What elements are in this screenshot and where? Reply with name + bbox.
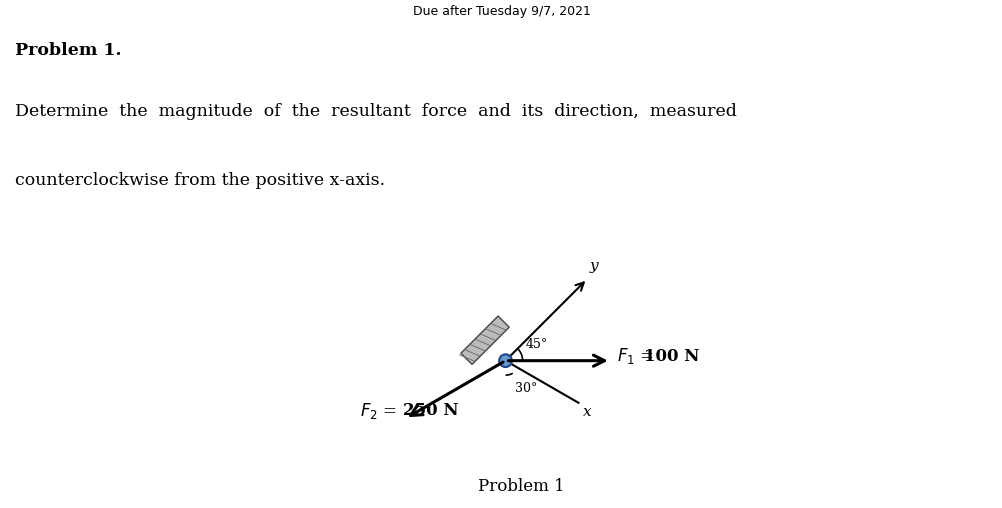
Text: Determine  the  magnitude  of  the  resultant  force  and  its  direction,  meas: Determine the magnitude of the resultant… <box>15 103 736 119</box>
Text: x: x <box>582 405 590 420</box>
Text: y: y <box>589 259 598 272</box>
Text: 250 N: 250 N <box>402 402 458 419</box>
Text: 100 N: 100 N <box>644 348 699 365</box>
Text: Problem 1: Problem 1 <box>478 478 564 495</box>
Polygon shape <box>461 316 509 364</box>
Text: $F_1$ =: $F_1$ = <box>616 346 653 366</box>
Text: Due after Tuesday 9/7, 2021: Due after Tuesday 9/7, 2021 <box>412 5 590 18</box>
Text: 30°: 30° <box>514 382 537 395</box>
Text: 45°: 45° <box>525 338 547 352</box>
Circle shape <box>499 355 511 367</box>
Text: $F_2$ =: $F_2$ = <box>360 401 397 421</box>
Text: counterclockwise from the positive x-axis.: counterclockwise from the positive x-axi… <box>15 172 385 188</box>
Text: Problem 1.: Problem 1. <box>15 42 121 58</box>
